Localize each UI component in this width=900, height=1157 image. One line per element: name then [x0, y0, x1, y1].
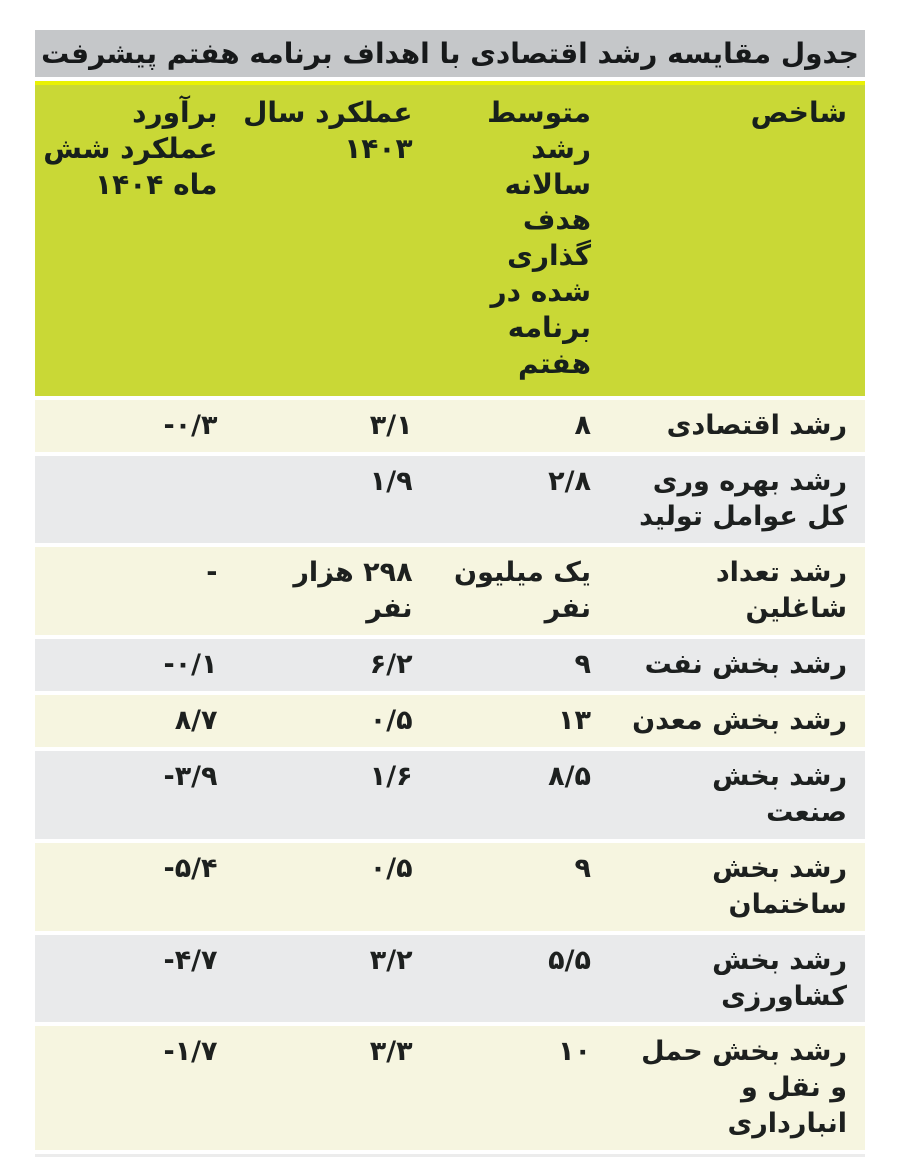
target-value: ۵/۵ [548, 944, 591, 976]
target-cell: ۸/۵ [437, 750, 616, 839]
target-value: ۱۰ [558, 1036, 591, 1068]
perf-value: ۰/۵ [369, 852, 413, 884]
estimate-cell: -۴/۷ [35, 934, 243, 1023]
perf-cell: ۲۹۸ هزار نفر [242, 547, 438, 636]
estimate-cell: -۰/۳ [35, 399, 243, 452]
perf-cell: ۳/۳ [242, 1026, 438, 1151]
column-header-perf-1403: عملکرد سال ۱۴۰۳ [242, 81, 438, 396]
estimate-value: -۰/۳ [163, 409, 218, 441]
target-cell: یک میلیون نفر [437, 547, 616, 636]
perf-cell: ۱/۶ [242, 750, 438, 839]
table-row: رشد بهره وری کل عوامل تولید ۲/۸ ۱/۹ [35, 455, 865, 544]
comparison-table-card: جدول مقایسه رشد اقتصادی با اهداف برنامه … [35, 30, 865, 1157]
header-row: شاخص متوسط رشد سالانه هدف گذاری شده در ب… [35, 81, 865, 396]
table-row: رشد تعداد شاغلین یک میلیون نفر ۲۹۸ هزار … [35, 547, 865, 636]
perf-value: ۳/۱ [369, 409, 413, 441]
target-value: ۸ [574, 409, 591, 441]
indicator-cell: رشد تعداد شاغلین [616, 547, 865, 636]
column-header-est-1404: برآورد عملکرد شش ماه ۱۴۰۴ [35, 81, 243, 396]
target-value: ۹ [574, 649, 591, 681]
indicator-cell: رشد بخش صنعت [616, 750, 865, 839]
indicator-cell: رشد بخش کشاورزی [616, 934, 865, 1023]
target-value: یک میلیون نفر [454, 557, 591, 625]
estimate-cell: - [35, 547, 243, 636]
estimate-value: -۳/۹ [163, 760, 218, 792]
table-title: جدول مقایسه رشد اقتصادی با اهداف برنامه … [35, 30, 865, 77]
estimate-value: ۸/۷ [174, 705, 218, 737]
estimate-value: - [206, 557, 218, 589]
perf-cell: ۳/۲ [242, 934, 438, 1023]
perf-value: ۳/۳ [369, 1036, 413, 1068]
perf-cell: ۰/۵ [242, 695, 438, 747]
target-cell: ۹ [437, 842, 616, 931]
indicator-cell: رشد بخش نفت [616, 639, 865, 692]
estimate-value: -۱/۷ [163, 1036, 218, 1068]
target-cell: ۱۰ [437, 1026, 616, 1151]
column-header-target: متوسط رشد سالانه هدف گذاری شده در برنامه… [437, 81, 616, 396]
perf-cell: ۶/۲ [242, 639, 438, 692]
indicator-cell: رشد بخش حمل و نقل و انبارداری [616, 1026, 865, 1151]
indicator-cell: رشد اقتصادی [616, 399, 865, 452]
perf-cell: ۱/۹ [242, 455, 438, 544]
estimate-value: -۵/۴ [163, 852, 218, 884]
estimate-cell: -۵/۴ [35, 842, 243, 931]
perf-value: ۲۹۸ هزار نفر [293, 557, 413, 625]
perf-value: ۶/۲ [369, 649, 413, 681]
perf-cell: ۰/۵ [242, 842, 438, 931]
estimate-value: -۴/۷ [163, 944, 218, 976]
target-cell: ۵/۵ [437, 934, 616, 1023]
target-cell: ۱۳ [437, 695, 616, 747]
table-row: رشد بخش ساختمان ۹ ۰/۵ -۵/۴ [35, 842, 865, 931]
table-row: رشد بخش صنعت ۸/۵ ۱/۶ -۳/۹ [35, 750, 865, 839]
column-header-indicator: شاخص [616, 81, 865, 396]
economic-growth-table: شاخص متوسط رشد سالانه هدف گذاری شده در ب… [35, 77, 865, 1154]
estimate-cell: -۰/۱ [35, 639, 243, 692]
table-row: رشد بخش نفت ۹ ۶/۲ -۰/۱ [35, 639, 865, 692]
table-row: رشد بخش کشاورزی ۵/۵ ۳/۲ -۴/۷ [35, 934, 865, 1023]
estimate-value: -۰/۱ [163, 649, 218, 681]
perf-value: ۱/۶ [369, 760, 413, 792]
estimate-cell [35, 455, 243, 544]
table-row: رشد بخش معدن ۱۳ ۰/۵ ۸/۷ [35, 695, 865, 747]
perf-value: ۳/۲ [369, 944, 413, 976]
perf-value: ۱/۹ [369, 465, 413, 497]
estimate-cell: -۱/۷ [35, 1026, 243, 1151]
perf-cell: ۳/۱ [242, 399, 438, 452]
target-value: ۱۳ [558, 705, 591, 737]
indicator-cell: رشد بخش معدن [616, 695, 865, 747]
target-cell: ۲/۸ [437, 455, 616, 544]
indicator-cell: رشد بهره وری کل عوامل تولید [616, 455, 865, 544]
target-value: ۹ [574, 852, 591, 884]
target-cell: ۸ [437, 399, 616, 452]
indicator-cell: رشد بخش ساختمان [616, 842, 865, 931]
estimate-cell: -۳/۹ [35, 750, 243, 839]
table-row: رشد بخش حمل و نقل و انبارداری ۱۰ ۳/۳ -۱/… [35, 1026, 865, 1151]
target-value: ۲/۸ [548, 465, 591, 497]
target-value: ۸/۵ [548, 760, 591, 792]
estimate-cell: ۸/۷ [35, 695, 243, 747]
target-cell: ۹ [437, 639, 616, 692]
perf-value: ۰/۵ [369, 705, 413, 737]
table-row: رشد اقتصادی ۸ ۳/۱ -۰/۳ [35, 399, 865, 452]
page: { "colors": { "title_bar_bg": "#c5c7c9",… [35, 30, 865, 1157]
